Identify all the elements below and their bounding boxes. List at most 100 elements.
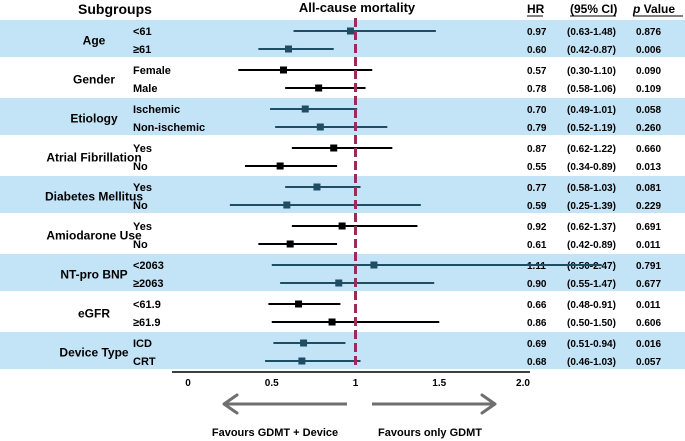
hr-value: 0.61 [527,240,547,251]
hr-point [283,201,291,209]
hr-point [276,162,284,170]
group-band [0,254,685,291]
p-value: 0.016 [636,339,661,350]
group-band [0,332,685,369]
ci-value: (0.34-0.89) [567,162,616,173]
p-value: 0.058 [636,105,661,116]
p-value: 0.606 [636,318,661,329]
subgroup-label: CRT [133,356,156,368]
ci-value: (0.50-2.47) [567,261,616,272]
favours-right-label: Favours only GDMT [378,427,482,439]
hr-value: 0.92 [527,222,547,233]
hr-value: 0.79 [527,123,547,134]
hr-point [330,144,338,152]
ci-value: (0.48-0.91) [567,300,616,311]
subgroup-label: No [133,200,148,212]
ci-value: (0.49-1.01) [567,105,616,116]
subgroup-label: <2063 [133,260,164,272]
ci-value: (0.62-1.37) [567,222,616,233]
hr-value: 0.70 [527,105,547,116]
hr-value: 1.11 [527,261,546,272]
subgroup-rows: Age <61 0.97 (0.63-1.48) 0.876 ≥61 0.60 (0.42-0… [45,26,661,368]
subgroup-label: Female [133,65,171,77]
ci-value: (0.51-0.94) [567,339,616,350]
group-label: Amiodarone Use [46,229,142,243]
subgroup-label: Yes [133,143,152,155]
ci-value: (0.58-1.03) [567,183,616,194]
x-axis: 0 0.5 1 1.5 2.0 [172,371,530,389]
hr-value: 0.57 [527,66,547,77]
p-value: 0.876 [636,27,661,38]
subgroup-label: Male [133,83,157,95]
hr-point [285,45,292,53]
group-label: Device Type [59,346,128,360]
ci-value: (0.46-1.03) [567,357,616,368]
group-label: eGFR [78,307,110,321]
favours-left-label: Favours GDMT + Device [212,427,338,439]
ci-value: (0.30-1.10) [567,66,616,77]
group-band [0,98,685,135]
subgroup-label: Ischemic [133,104,180,116]
group-label: Gender [73,73,115,87]
subgroup-label: ICD [133,338,152,350]
p-value: 0.090 [636,66,661,77]
hr-value: 0.77 [527,183,547,194]
x-tick-label: 1.5 [432,378,446,389]
hr-value: 0.66 [527,300,547,311]
hr-value: 0.90 [527,279,547,290]
hr-point [328,318,336,326]
subgroup-label: <61.9 [133,299,161,311]
hr-point [370,261,378,269]
hr-value: 0.86 [527,318,547,329]
p-value: 0.660 [636,144,661,155]
subgroup-label: Non-ischemic [133,122,205,134]
hr-value: 0.78 [527,84,547,95]
p-value: 0.006 [636,45,661,56]
hr-header: HR [527,2,545,16]
x-tick-label: 0 [185,378,191,389]
ci-value: (0.55-1.47) [567,279,616,290]
hr-point [279,66,287,74]
group-label: NT-pro BNP [60,268,127,282]
hr-point [316,123,324,131]
x-tick-label: 0.5 [265,378,279,389]
hr-point [301,105,309,113]
group-band [0,176,685,213]
ci-value: (0.25-1.39) [567,201,616,212]
p-value-header: p Value [632,2,675,16]
favours-right-arrow [372,393,497,415]
hr-value: 0.68 [527,357,547,368]
ci-value: (0.42-0.87) [567,45,616,56]
ci-value: (0.52-1.19) [567,123,616,134]
p-value: 0.011 [636,300,661,311]
p-value-header-rest: Value [640,2,675,16]
hr-point [313,183,321,191]
hr-value: 0.59 [527,201,547,212]
group-bands [0,20,685,369]
hr-point [346,27,354,35]
group-band [0,20,685,57]
hr-point [315,84,323,92]
p-value: 0.057 [636,357,661,368]
subgroup-label: No [133,161,148,173]
hr-value: 0.69 [527,339,547,350]
p-value: 0.229 [636,201,661,212]
chart-title: All-cause mortality [299,0,416,15]
ci-value: (0.63-1.48) [567,27,616,38]
hr-value: 0.97 [527,27,547,38]
p-value: 0.260 [636,123,661,134]
p-value: 0.081 [636,183,661,194]
hr-value: 0.87 [527,144,547,155]
subgroup-label: No [133,239,148,251]
p-value: 0.011 [636,240,661,251]
p-value: 0.013 [636,162,661,173]
subgroup-label: ≥2063 [133,278,164,290]
group-label: Diabetes Mellitus [45,190,143,204]
hr-value: 0.60 [527,45,547,56]
subgroup-label: <61 [133,26,152,38]
p-value: 0.791 [636,261,661,272]
p-value: 0.691 [636,222,661,233]
hr-point [338,222,346,230]
